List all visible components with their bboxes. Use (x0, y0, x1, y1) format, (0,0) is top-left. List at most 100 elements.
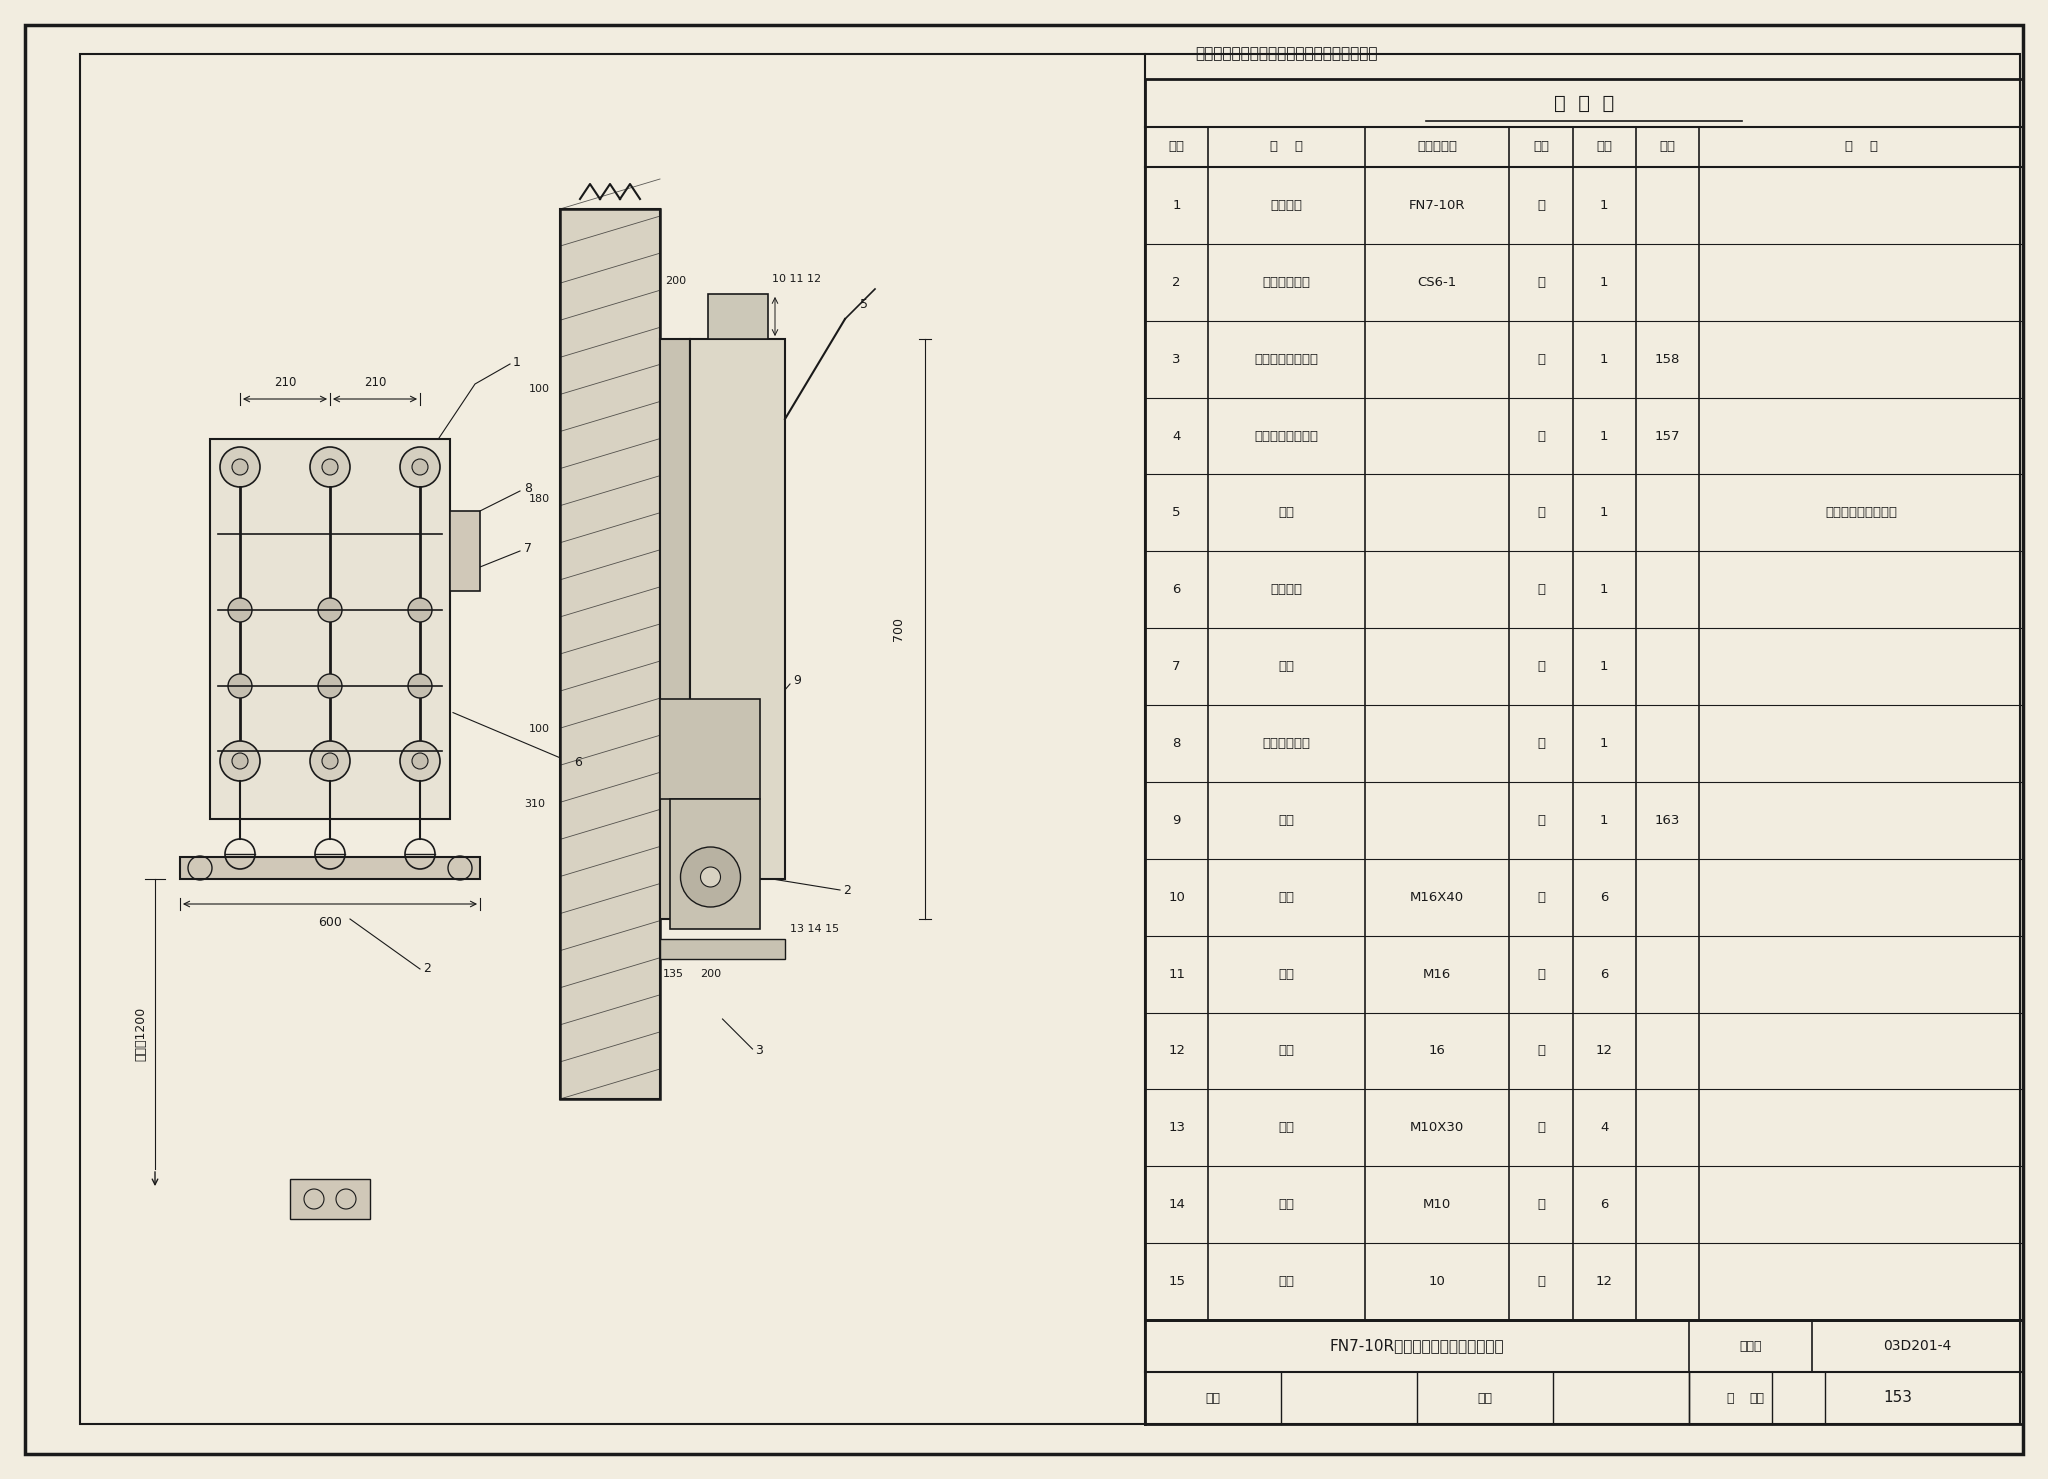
Text: 个: 个 (1536, 429, 1544, 442)
Text: 4: 4 (1171, 429, 1182, 442)
Circle shape (219, 741, 260, 781)
Text: 16: 16 (1430, 1044, 1446, 1057)
Text: 10 11 12: 10 11 12 (772, 274, 821, 284)
Text: 设计: 设计 (1749, 1392, 1765, 1405)
Circle shape (412, 753, 428, 769)
Circle shape (700, 867, 721, 887)
Circle shape (408, 598, 432, 623)
Text: 5: 5 (860, 297, 868, 311)
Text: 1: 1 (1599, 506, 1608, 519)
Text: 12: 12 (1595, 1044, 1612, 1057)
Text: 153: 153 (1882, 1390, 1913, 1405)
Text: 1: 1 (1599, 737, 1608, 750)
Circle shape (219, 447, 260, 487)
Text: FN7-10R: FN7-10R (1409, 200, 1464, 211)
Text: 图集号: 图集号 (1739, 1340, 1761, 1352)
Text: 8: 8 (524, 482, 532, 495)
Text: 校对: 校对 (1477, 1392, 1493, 1405)
Bar (670, 799, 760, 929)
Circle shape (309, 447, 350, 487)
Text: M10: M10 (1423, 1198, 1452, 1211)
Text: 200: 200 (666, 277, 686, 285)
Text: 明  细  表: 明 细 表 (1554, 93, 1614, 112)
Text: 100: 100 (528, 385, 551, 393)
Text: 说明：操动机构也可安装在负荷开关的右侧。: 说明：操动机构也可安装在负荷开关的右侧。 (1194, 46, 1378, 61)
Circle shape (317, 674, 342, 698)
Text: 1: 1 (1599, 660, 1608, 673)
Text: 2: 2 (1171, 275, 1182, 288)
Text: 14: 14 (1167, 1198, 1186, 1211)
Text: 11: 11 (1167, 967, 1186, 981)
Text: 157: 157 (1655, 429, 1679, 442)
Text: 垃圈: 垃圈 (1278, 1275, 1294, 1288)
Text: 2: 2 (424, 963, 430, 976)
Text: 2: 2 (844, 883, 850, 896)
Text: 负荷开关: 负荷开关 (1270, 200, 1303, 211)
Text: 个: 个 (1536, 1198, 1544, 1211)
Text: 10: 10 (1167, 890, 1186, 904)
Text: 根: 根 (1536, 506, 1544, 519)
Text: 页次: 页次 (1659, 141, 1675, 154)
Text: 3: 3 (1171, 352, 1182, 365)
Bar (211, 439, 451, 819)
Text: 弹簧储能机构: 弹簧储能机构 (1262, 737, 1311, 750)
Text: 6: 6 (573, 756, 582, 769)
Text: CS6-1: CS6-1 (1417, 275, 1456, 288)
Circle shape (322, 458, 338, 475)
Text: 长度由工程设计决定: 长度由工程设计决定 (1825, 506, 1896, 519)
Text: 7: 7 (524, 543, 532, 556)
Text: M10X30: M10X30 (1409, 1121, 1464, 1134)
Text: 6: 6 (1599, 1198, 1608, 1211)
Text: 4: 4 (1599, 1121, 1608, 1134)
Text: FN7-10R负荷开关在墙上支架上安装: FN7-10R负荷开关在墙上支架上安装 (1329, 1338, 1505, 1353)
Text: 1: 1 (1171, 200, 1182, 211)
Text: 163: 163 (1655, 813, 1679, 827)
Circle shape (322, 753, 338, 769)
Text: 210: 210 (274, 376, 297, 389)
Text: 个: 个 (1536, 1121, 1544, 1134)
Text: 个: 个 (1536, 352, 1544, 365)
Bar (559, 209, 659, 1099)
Text: 15: 15 (1167, 1275, 1186, 1288)
Text: 螺杆: 螺杆 (1278, 813, 1294, 827)
Text: 12: 12 (1167, 1044, 1186, 1057)
Text: 1: 1 (1599, 813, 1608, 827)
Text: 03D201-4: 03D201-4 (1884, 1338, 1952, 1353)
Text: 1: 1 (1599, 275, 1608, 288)
Circle shape (231, 753, 248, 769)
Text: 个: 个 (1536, 737, 1544, 750)
Circle shape (399, 447, 440, 487)
Text: 200: 200 (700, 969, 721, 979)
Circle shape (412, 458, 428, 475)
Text: 6: 6 (1171, 583, 1182, 596)
Bar (659, 339, 690, 918)
Circle shape (227, 598, 252, 623)
Text: 序号: 序号 (1169, 141, 1184, 154)
Text: 型号及规格: 型号及规格 (1417, 141, 1456, 154)
Text: 个: 个 (1536, 813, 1544, 827)
Text: 210: 210 (365, 376, 387, 389)
Text: 垃圈: 垃圈 (1278, 1044, 1294, 1057)
Text: 13 14 15: 13 14 15 (791, 924, 840, 935)
Text: 拉杆: 拉杆 (1278, 506, 1294, 519)
Text: 13: 13 (1167, 1121, 1186, 1134)
Text: 10: 10 (1430, 1275, 1446, 1288)
Circle shape (227, 674, 252, 698)
Text: M16X40: M16X40 (1409, 890, 1464, 904)
Text: 1: 1 (1599, 352, 1608, 365)
Text: 数量: 数量 (1595, 141, 1612, 154)
Text: 600: 600 (317, 916, 342, 929)
Bar (707, 294, 768, 339)
Text: 台: 台 (1536, 200, 1544, 211)
Bar (659, 700, 760, 799)
Text: 个: 个 (1536, 967, 1544, 981)
Text: 700: 700 (893, 617, 905, 640)
Text: 个: 个 (1536, 1275, 1544, 1288)
Text: 页: 页 (1726, 1392, 1735, 1405)
Text: 180: 180 (528, 494, 551, 504)
Text: 审核: 审核 (1206, 1392, 1221, 1405)
Text: M16: M16 (1423, 967, 1452, 981)
Circle shape (309, 741, 350, 781)
Text: 螺母: 螺母 (1278, 967, 1294, 981)
Text: 手力操动机构: 手力操动机构 (1262, 275, 1311, 288)
